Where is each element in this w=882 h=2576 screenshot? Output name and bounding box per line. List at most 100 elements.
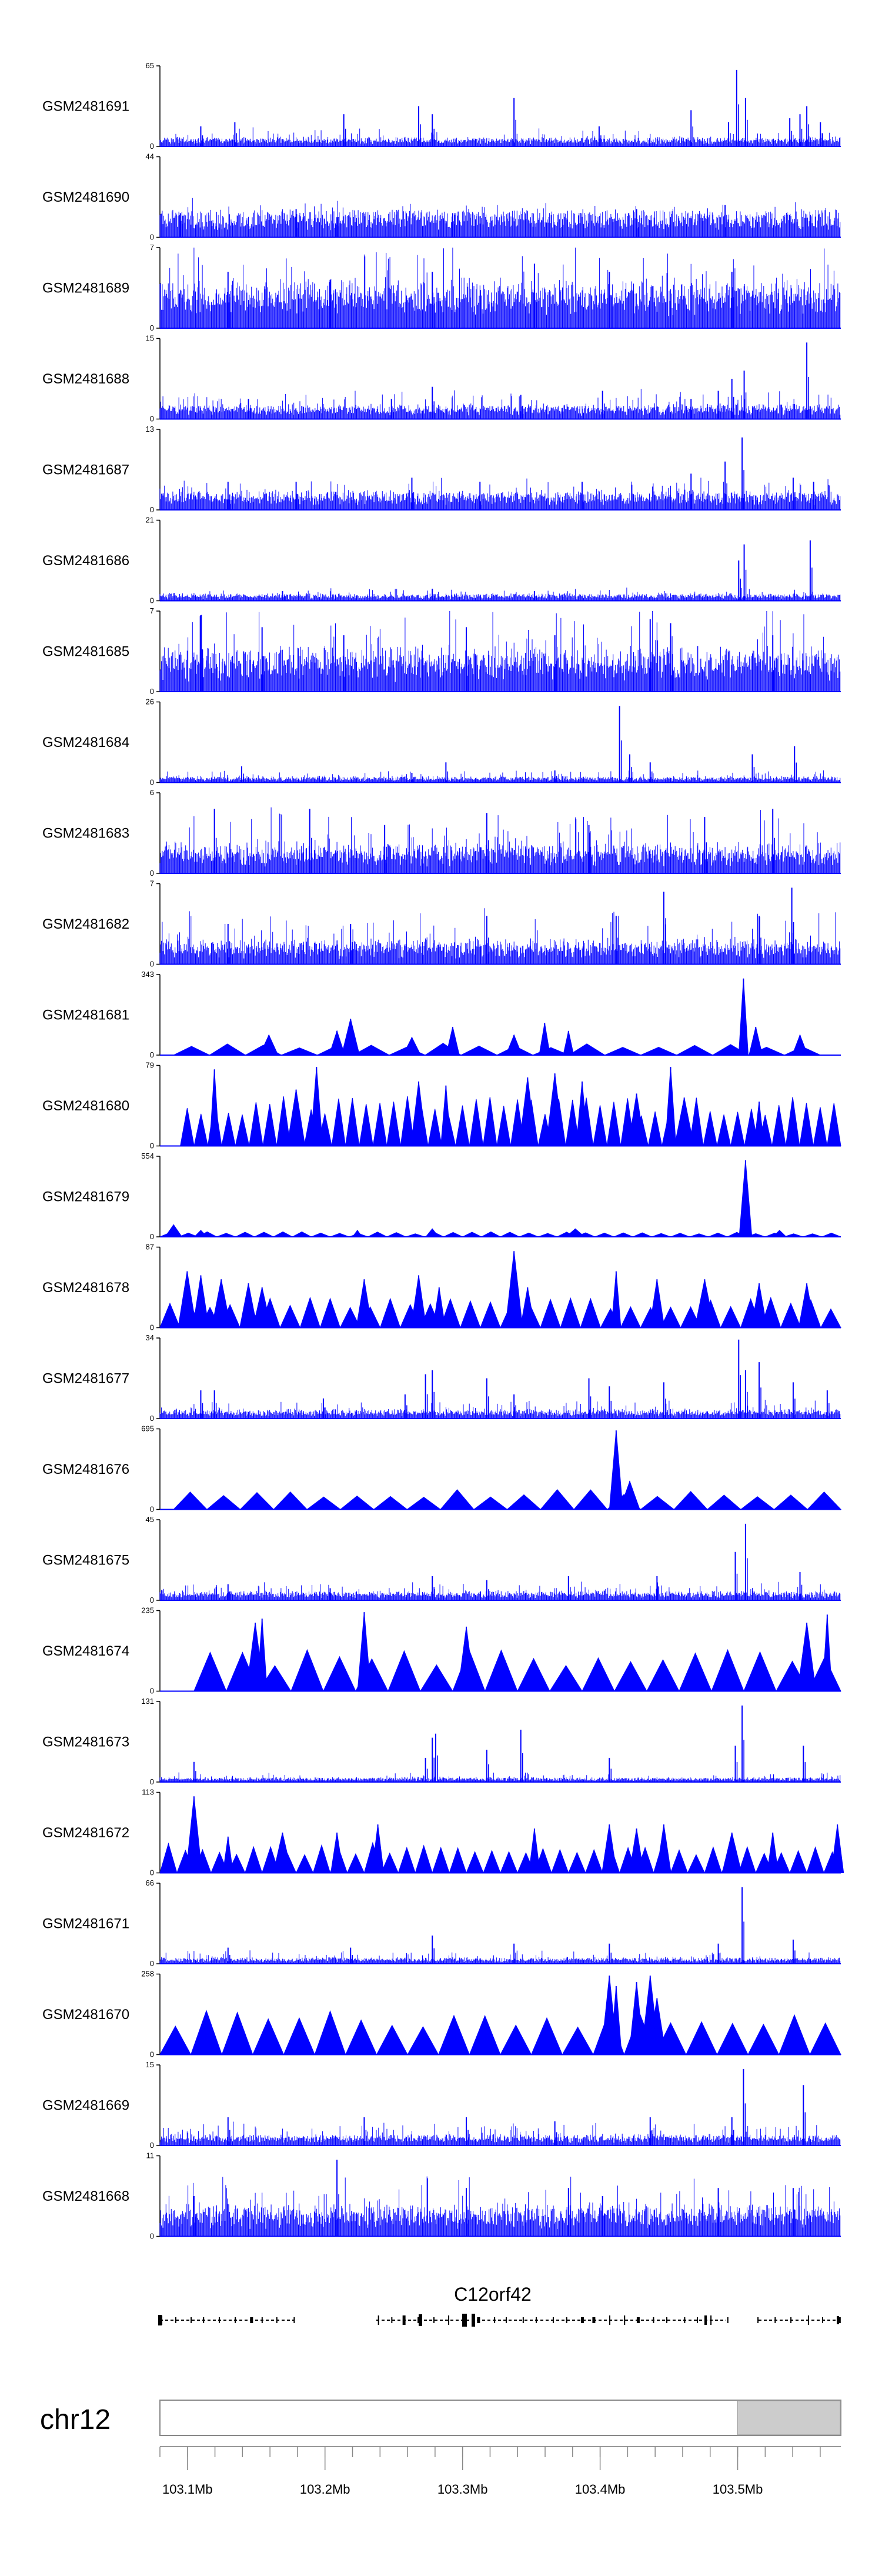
exon: [697, 2317, 699, 2323]
signal-bars: [159, 1950, 841, 1964]
signal-triangle: [460, 1046, 497, 1056]
region-highlight: [737, 2400, 841, 2435]
signal-bars: [159, 248, 841, 328]
signal-triangle: [679, 1652, 712, 1691]
track-name: GSM2481670: [42, 2007, 129, 2023]
signal-triangle: [680, 1306, 701, 1328]
y-zero-label: 0: [150, 2232, 154, 2241]
signal-triangle: [173, 1491, 208, 1510]
exon: [402, 2315, 406, 2325]
axis-tick-label: 103.4Mb: [575, 2482, 626, 2497]
signal-triangle: [235, 1114, 250, 1146]
signal-triangle: [400, 1096, 415, 1146]
exon: [636, 2317, 640, 2323]
signal-triangle: [809, 2022, 841, 2055]
signal-triangle: [443, 1232, 463, 1237]
signal-bars: [159, 2121, 841, 2145]
signal-triangle: [480, 1301, 501, 1328]
signal-triangle: [640, 1046, 677, 1056]
track-GSM2481689: GSM2481689 7 0: [42, 243, 841, 332]
exon: [566, 2317, 567, 2323]
exon: [837, 2316, 839, 2324]
signal-bars: [159, 1772, 841, 1782]
track-GSM2481679: GSM2481679 554 0: [42, 1152, 841, 1241]
signal-triangle: [406, 1233, 425, 1237]
exon: [462, 2314, 467, 2327]
signal-triangle: [670, 1849, 689, 1873]
signal-triangle: [279, 1304, 301, 1328]
exon: [235, 2317, 236, 2323]
exon: [624, 2315, 626, 2325]
track-GSM2481683: GSM2481683 6 0: [42, 788, 841, 877]
exon: [191, 2317, 192, 2323]
signal-triangle: [306, 1496, 342, 1510]
y-zero-label: 0: [150, 1050, 154, 1059]
signal-triangle: [179, 1233, 198, 1237]
signal-triangle: [312, 1844, 331, 1873]
y-zero-label: 0: [150, 1868, 154, 1877]
track-name: GSM2481680: [42, 1098, 129, 1114]
signal-triangle: [159, 1842, 178, 1873]
y-zero-label: 0: [150, 2050, 154, 2059]
track-name: GSM2481679: [42, 1189, 129, 1205]
signal-triangle: [540, 1489, 575, 1510]
exon: [276, 2317, 278, 2323]
signal-triangle: [440, 1298, 461, 1328]
signal-triangle: [500, 1851, 518, 1873]
track-GSM2481685: GSM2481685 7 0: [42, 606, 841, 696]
signal-bars: [159, 908, 841, 965]
signal-triangle: [368, 1232, 387, 1237]
signal-triangle: [345, 1097, 360, 1146]
chromosome-bar: [159, 2400, 841, 2436]
signal-triangle: [379, 1297, 401, 1328]
signal-triangle: [613, 1232, 633, 1237]
signal-triangle: [208, 1043, 247, 1056]
signal-triangle: [387, 1650, 421, 1691]
track-name: GSM2481691: [42, 99, 129, 115]
exon: [552, 2317, 554, 2323]
signal-triangle: [469, 2015, 501, 2055]
exon: [536, 2317, 537, 2323]
track-name: GSM2481690: [42, 189, 129, 205]
signal-triangle: [462, 1232, 482, 1237]
y-zero-label: 0: [150, 415, 154, 423]
signal-triangle: [708, 1232, 728, 1237]
signal-triangle: [206, 1495, 241, 1510]
signal-triangle: [606, 1102, 622, 1146]
exon: [666, 2317, 667, 2323]
signal-triangle: [353, 1045, 390, 1056]
signal-triangle: [538, 1233, 557, 1237]
y-max-label: 343: [141, 970, 154, 979]
track-GSM2481668: GSM2481668 11 0: [42, 2151, 841, 2241]
signal-triangle: [483, 1097, 497, 1146]
signal-triangle: [437, 2014, 470, 2055]
signal-triangle: [560, 1297, 581, 1328]
signal-triangle: [676, 1045, 713, 1056]
signal-triangle: [449, 1847, 467, 1873]
axis-tick-label: 103.3Mb: [437, 2482, 488, 2497]
signal-triangle: [235, 1232, 255, 1237]
signal-triangle: [221, 2011, 253, 2055]
track-name: GSM2481677: [42, 1371, 129, 1387]
signal-triangle: [730, 1112, 745, 1146]
signal-triangle: [706, 1494, 742, 1510]
y-zero-label: 0: [150, 869, 154, 877]
y-max-label: 44: [146, 152, 154, 161]
y-zero-label: 0: [150, 1142, 154, 1150]
signal-triangle: [593, 1105, 607, 1146]
signal-triangle: [330, 1233, 349, 1237]
signal-triangle: [580, 1297, 602, 1328]
track-GSM2481690: GSM2481690 44 0: [42, 152, 841, 242]
exon: [710, 2315, 712, 2325]
signal-triangle: [331, 1098, 346, 1146]
signal-triangle: [407, 2026, 439, 2055]
y-max-label: 15: [146, 2060, 154, 2069]
signal-triangle: [496, 1106, 511, 1146]
track-name: GSM2481686: [42, 553, 129, 569]
chromosome-label: chr12: [40, 2404, 111, 2435]
y-zero-label: 0: [150, 1232, 154, 1241]
signal-triangle: [283, 2017, 315, 2055]
track-name: GSM2481688: [42, 371, 129, 387]
signal-triangle: [469, 1099, 484, 1146]
signal-triangle: [780, 1302, 801, 1328]
